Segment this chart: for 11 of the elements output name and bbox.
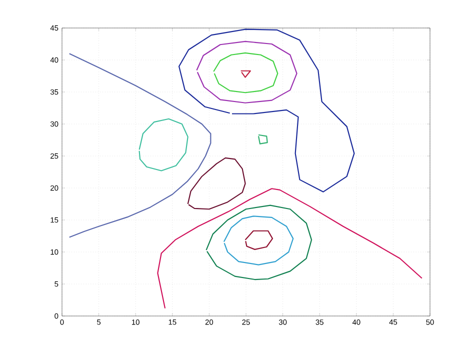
line-series [68,53,212,238]
line-series [157,188,422,309]
line-series [187,157,246,210]
line-series [178,28,355,192]
line-series [206,204,312,280]
line-series [213,52,278,94]
line-series [196,40,298,104]
line-series [223,216,294,266]
line-series [138,118,188,172]
line-series [244,230,274,250]
line-series [258,134,268,144]
